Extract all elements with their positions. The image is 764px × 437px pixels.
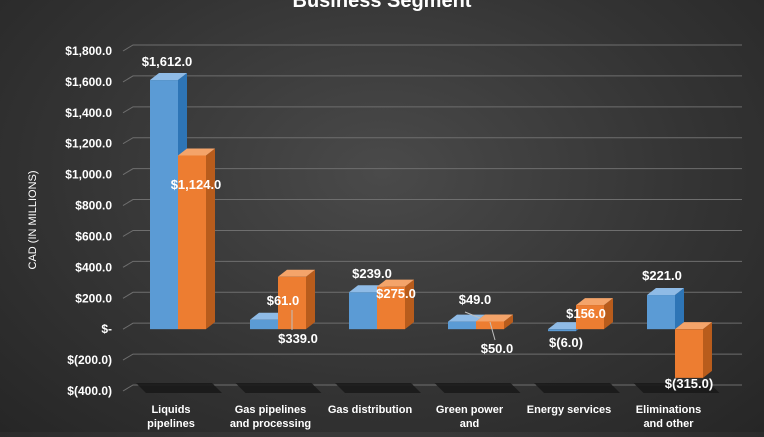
bar-top-s1 bbox=[548, 322, 585, 330]
gridline bbox=[122, 137, 742, 145]
bar-side-s2 bbox=[604, 298, 613, 330]
y-tick-label: $1,400.0 bbox=[65, 106, 112, 120]
data-label: $275.0 bbox=[376, 286, 416, 301]
bar-top-s2 bbox=[178, 148, 215, 156]
bar-side-s2 bbox=[206, 148, 215, 330]
gridline bbox=[122, 75, 742, 83]
leader-line bbox=[464, 311, 481, 319]
chart-title: Business Segment bbox=[293, 0, 472, 12]
bar-s1-2 bbox=[349, 292, 377, 330]
gridline bbox=[122, 229, 742, 237]
bar-side-s2 bbox=[504, 314, 513, 330]
bar-top-s2 bbox=[675, 322, 712, 330]
y-tick-label: $600.0 bbox=[75, 229, 112, 243]
floor-shadow bbox=[633, 383, 720, 393]
y-tick-label: $1,000.0 bbox=[65, 168, 112, 182]
gridline bbox=[122, 291, 742, 299]
floor-shadow bbox=[235, 383, 322, 393]
y-tick-label: $200.0 bbox=[75, 291, 112, 305]
bar-top-s2 bbox=[278, 269, 315, 277]
bar-s2-2 bbox=[377, 286, 405, 330]
bar-top-s2 bbox=[476, 314, 513, 322]
data-label: $239.0 bbox=[352, 266, 392, 281]
y-tick-label: $- bbox=[101, 322, 112, 336]
gridline bbox=[122, 44, 742, 52]
bar-top-s2 bbox=[377, 279, 414, 287]
data-label: $221.0 bbox=[642, 268, 682, 283]
x-tick-label: pipelines bbox=[147, 418, 195, 430]
bar-s2-4 bbox=[576, 305, 604, 330]
data-label: $49.0 bbox=[459, 292, 492, 307]
bar-s1-3 bbox=[448, 321, 476, 330]
bar-s1-0 bbox=[150, 80, 178, 330]
bar-side-s2 bbox=[405, 279, 414, 330]
x-tick-label: and bbox=[460, 418, 480, 430]
data-label: $156.0 bbox=[566, 306, 606, 321]
y-axis-label: CAD (IN MILLIONS) bbox=[27, 170, 39, 269]
gridline bbox=[122, 353, 742, 361]
gridline bbox=[122, 322, 742, 330]
floor-shadow bbox=[335, 383, 421, 393]
data-label: $1,612.0 bbox=[142, 54, 193, 69]
leader-line bbox=[489, 321, 496, 341]
bar-side-s1 bbox=[675, 288, 684, 330]
gridline bbox=[122, 168, 742, 176]
bar-s2-3 bbox=[476, 321, 504, 330]
x-tick-label: Energy services bbox=[527, 404, 611, 416]
bar-top-s1 bbox=[647, 288, 684, 296]
bar-s1-1 bbox=[250, 319, 278, 330]
x-tick-label: Liquids bbox=[151, 404, 190, 416]
data-label: $(6.0) bbox=[549, 335, 583, 350]
bar-s2-0 bbox=[178, 155, 206, 330]
bar-side-s2 bbox=[703, 322, 712, 378]
bar-side-s2 bbox=[306, 269, 315, 330]
x-tick-label: and processing bbox=[230, 418, 311, 430]
floor-shadow bbox=[136, 383, 222, 393]
y-tick-label: $800.0 bbox=[75, 199, 112, 213]
y-tick-label: $1,800.0 bbox=[65, 44, 112, 58]
data-label: $1,124.0 bbox=[171, 177, 222, 192]
gridline bbox=[122, 106, 742, 114]
x-tick-label: Gas pipelines bbox=[235, 404, 307, 416]
bar-s2-5 bbox=[675, 329, 703, 378]
y-tick-label: $(200.0) bbox=[67, 353, 112, 367]
floor-shadow bbox=[534, 383, 620, 393]
floor-shadow bbox=[434, 383, 521, 393]
bar-s1-4 bbox=[548, 329, 576, 332]
y-tick-label: $(400.0) bbox=[67, 384, 112, 398]
x-tick-label: and other bbox=[643, 418, 694, 430]
gridline bbox=[122, 199, 742, 206]
x-tick-label: Gas distribution bbox=[328, 404, 413, 416]
data-label: $339.0 bbox=[278, 331, 318, 346]
bar-s1-5 bbox=[647, 295, 675, 330]
bar-top-s1 bbox=[349, 285, 386, 293]
y-tick-label: $1,600.0 bbox=[65, 75, 112, 89]
gridline bbox=[122, 260, 742, 268]
data-label: $50.0 bbox=[481, 341, 514, 356]
bar-top-s1 bbox=[250, 312, 287, 320]
bar-top-s1 bbox=[150, 73, 187, 81]
data-label: $(315.0) bbox=[665, 376, 713, 391]
y-tick-label: $1,200.0 bbox=[65, 137, 112, 151]
bar-top-s2 bbox=[576, 298, 613, 306]
x-tick-label: Eliminations bbox=[636, 404, 701, 416]
data-label: $61.0 bbox=[267, 293, 300, 308]
y-tick-label: $400.0 bbox=[75, 260, 112, 274]
x-tick-label: Green power bbox=[436, 404, 504, 416]
